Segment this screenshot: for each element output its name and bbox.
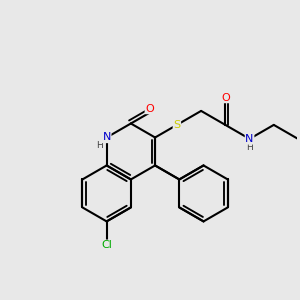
- Text: N: N: [102, 133, 111, 142]
- Text: O: O: [221, 93, 230, 103]
- Text: Cl: Cl: [101, 240, 112, 250]
- Text: H: H: [96, 141, 103, 150]
- Text: H: H: [246, 142, 253, 152]
- Text: N: N: [245, 134, 254, 144]
- Text: O: O: [145, 103, 154, 114]
- Text: S: S: [173, 120, 181, 130]
